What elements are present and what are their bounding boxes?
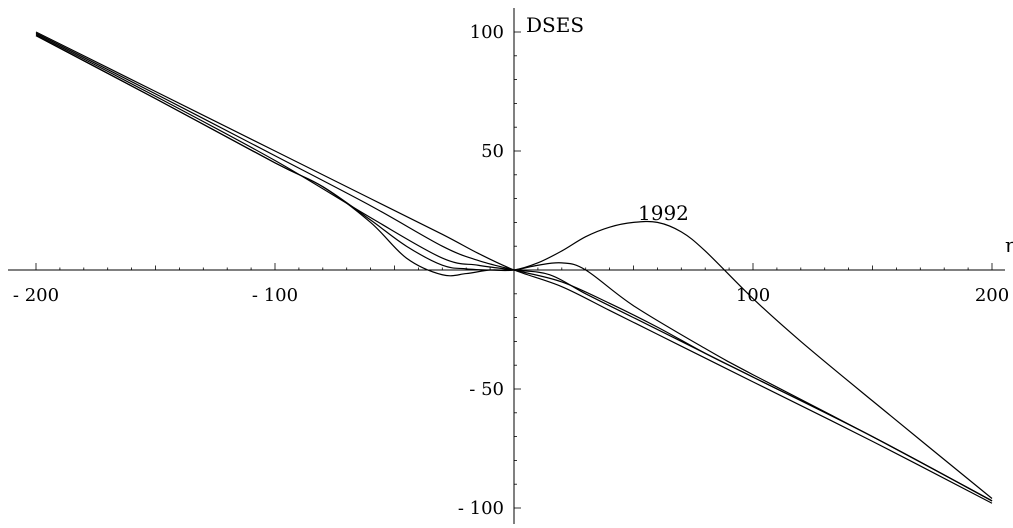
y-tick-label--50: - 50 <box>469 379 504 400</box>
annotation-1992: 1992 <box>638 201 689 225</box>
series-line-5 <box>35 35 993 499</box>
ticks: - 200 - 100 100 200 100 50 - 50 - 100 <box>13 22 1009 519</box>
labels: DSES η 1992 <box>526 13 1013 257</box>
x-tick-label--100: - 100 <box>252 285 298 306</box>
y-axis-label: DSES <box>526 13 584 37</box>
y-tick-label--100: - 100 <box>458 498 504 519</box>
axes <box>8 8 1005 524</box>
series-line-1 <box>35 31 993 504</box>
x-axis-label: η <box>1005 233 1013 257</box>
series-group <box>35 31 993 504</box>
x-tick-label--200: - 200 <box>13 285 59 306</box>
x-tick-label-100: 100 <box>736 285 770 306</box>
x-tick-label-200: 200 <box>975 285 1009 306</box>
y-tick-label-50: 50 <box>481 141 504 162</box>
y-tick-label-100: 100 <box>470 22 504 43</box>
series-line-3 <box>35 33 993 502</box>
